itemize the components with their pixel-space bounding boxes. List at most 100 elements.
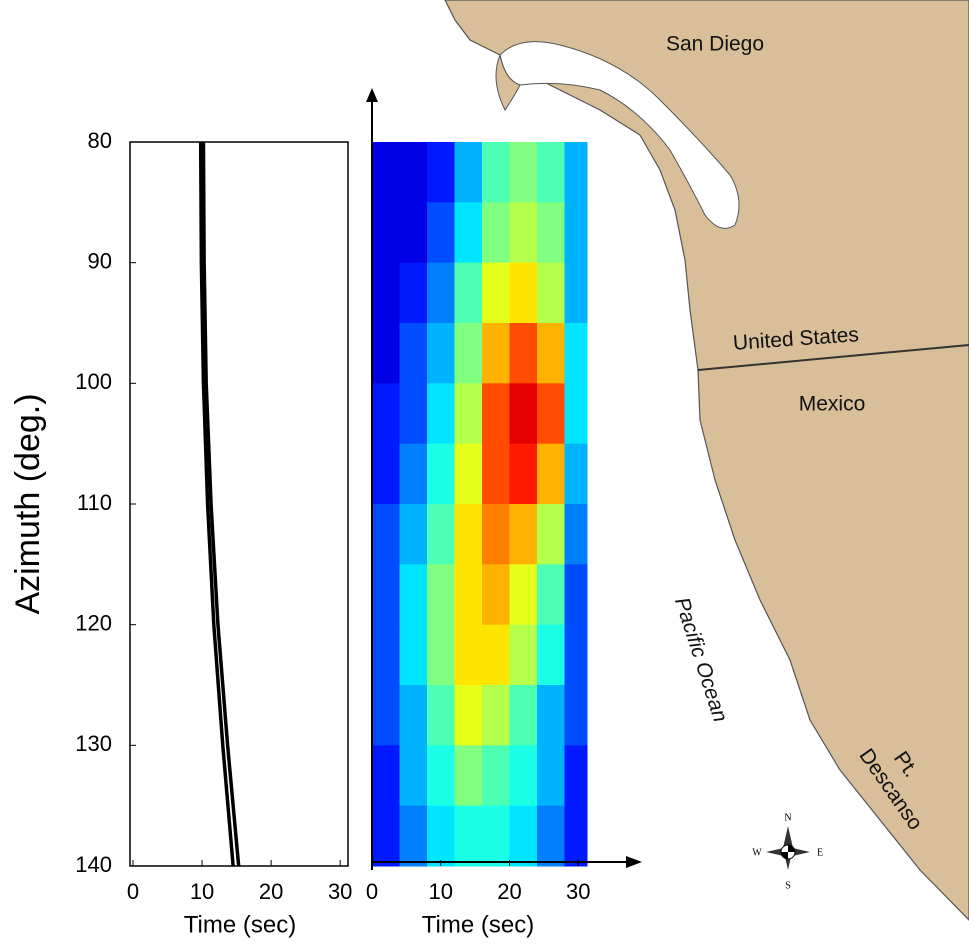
heat-cell <box>372 142 400 203</box>
bay <box>499 41 740 229</box>
heat-cell <box>509 805 538 867</box>
peninsula <box>495 53 521 111</box>
heat-cell <box>399 202 428 264</box>
heat-cell <box>509 685 538 746</box>
line <box>198 141 235 867</box>
heat-cell <box>372 202 400 264</box>
heat-cell <box>509 202 538 264</box>
heat-cell <box>482 624 510 686</box>
heat-cell <box>537 383 565 445</box>
y-tick-label: 130 <box>75 731 112 756</box>
x-axis-label: Time (sec) <box>184 911 296 938</box>
y-axis-label: Azimuth (deg.) <box>9 393 47 614</box>
x-tick-label: 0 <box>366 879 378 904</box>
heat-cell <box>372 624 400 686</box>
map-label: Mexico <box>799 393 866 416</box>
heat-cell <box>482 564 510 626</box>
compass: N S E W <box>752 812 823 891</box>
heat-cell <box>509 323 538 384</box>
heat-cell <box>427 443 455 505</box>
heat-cell <box>482 262 510 324</box>
heat-cell <box>564 685 588 746</box>
heat-cell <box>427 624 455 686</box>
heat-cell <box>564 443 588 505</box>
heat-cell <box>454 142 483 203</box>
y-tick-label: 80 <box>88 128 112 153</box>
heat-cell <box>454 443 483 505</box>
heat-cell <box>399 262 428 324</box>
heat-cell <box>399 685 428 746</box>
heat-cell <box>509 383 538 445</box>
heat-cell <box>454 504 483 565</box>
heat-cell <box>399 142 428 203</box>
heat-cell <box>564 262 588 324</box>
compass-label: W <box>752 847 762 858</box>
heat-cell <box>372 443 400 505</box>
heat-cell <box>454 624 483 686</box>
heat-cell <box>482 805 510 867</box>
heat-cell <box>564 504 588 565</box>
heat-cell <box>427 202 455 264</box>
heat-cell <box>482 323 510 384</box>
heat-cell <box>399 564 428 626</box>
heat-cell <box>427 805 455 867</box>
heat-cell <box>509 624 538 686</box>
x-tick-label: 30 <box>566 879 590 904</box>
heat-cell <box>372 323 400 384</box>
heat-cell <box>399 443 428 505</box>
heat-cell <box>537 262 565 324</box>
heat-cell <box>399 805 428 867</box>
arrow <box>626 856 642 868</box>
y-tick-label: 90 <box>88 248 112 273</box>
heat-cell <box>509 142 538 203</box>
x-tick-label: 20 <box>259 879 283 904</box>
heat-cell <box>372 262 400 324</box>
heat-cell <box>427 262 455 324</box>
heat-cell <box>427 383 455 445</box>
heat-cell <box>564 202 588 264</box>
heat-cell <box>564 323 588 384</box>
heat-cell <box>564 745 588 807</box>
y-tick-label: 140 <box>75 852 112 877</box>
heat-cell <box>537 443 565 505</box>
x-tick-label: 0 <box>127 879 139 904</box>
heat-cell <box>427 323 455 384</box>
heat-cell <box>537 323 565 384</box>
heat-cell <box>564 805 588 867</box>
heat-cell <box>537 745 565 807</box>
heat-cell <box>537 685 565 746</box>
line <box>201 141 241 867</box>
heat-cell <box>482 383 510 445</box>
map-label: San Diego <box>666 33 764 56</box>
heat-cell <box>509 564 538 626</box>
x-tick-label: 20 <box>497 879 521 904</box>
heat-cell <box>399 504 428 565</box>
y-tick-label: 100 <box>75 369 112 394</box>
x-tick-label: 30 <box>328 879 352 904</box>
heat-cell <box>482 142 510 203</box>
heat-cell <box>454 745 483 807</box>
heat-cell <box>372 745 400 807</box>
heat-cell <box>482 745 510 807</box>
x-tick-label: 10 <box>429 879 453 904</box>
heat-cell <box>372 383 400 445</box>
heat-cell <box>372 685 400 746</box>
plot-frame <box>129 141 349 867</box>
heat-cell <box>399 745 428 807</box>
heat-cell <box>482 504 510 565</box>
y-tick-label: 110 <box>77 490 112 515</box>
heat-cell <box>427 685 455 746</box>
heat-cell <box>427 564 455 626</box>
border <box>697 344 969 371</box>
arrow <box>366 88 378 102</box>
heat-cell <box>372 805 400 867</box>
heat-cell <box>454 202 483 264</box>
heat-cell <box>537 564 565 626</box>
heat-cell <box>399 323 428 384</box>
heat-cell <box>372 504 400 565</box>
heat-cell <box>454 805 483 867</box>
heat-cell <box>537 202 565 264</box>
compass-label: S <box>785 880 791 891</box>
